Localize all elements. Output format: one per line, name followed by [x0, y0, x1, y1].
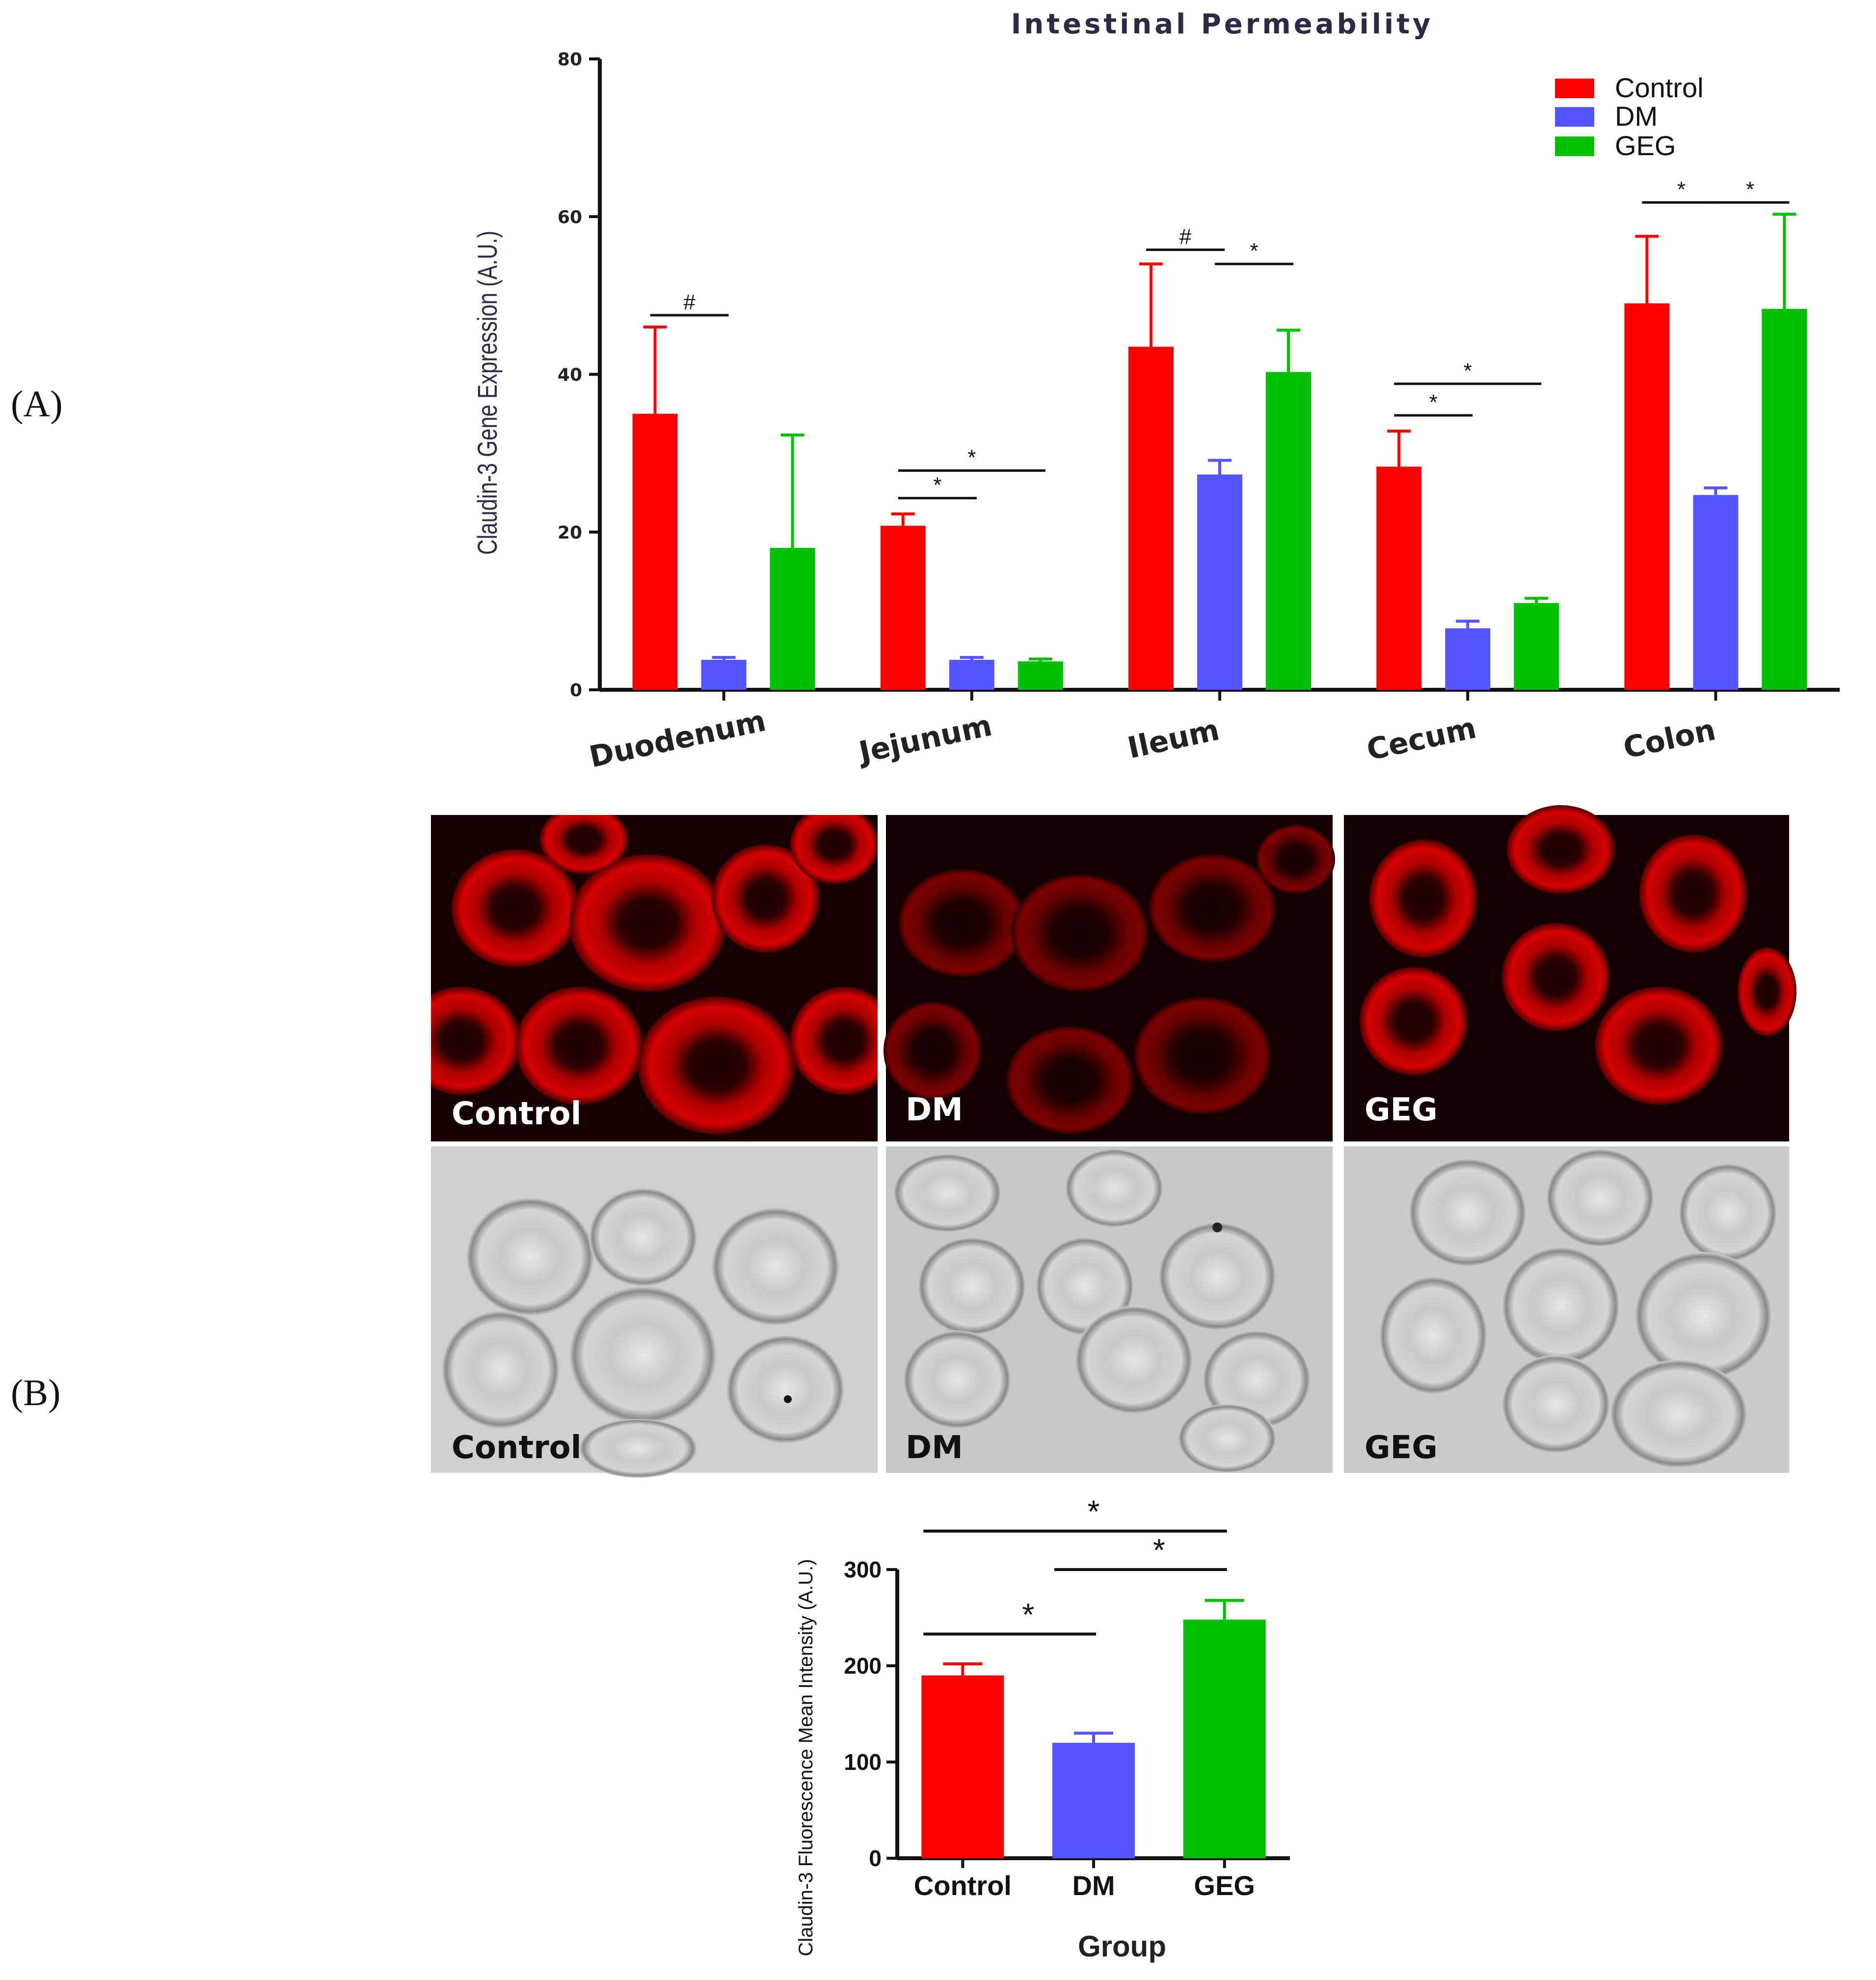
chart-a-y-axis-label: Claudin-3 Gene Expression (A.U.) — [472, 231, 503, 555]
fluorescence-image-geg: GEG — [1344, 805, 1796, 1141]
chart-a-significance-mark: # — [1179, 225, 1192, 249]
chart-a-category-cecum: Cecum — [1364, 711, 1479, 767]
chart-b-y-tick-label: 200 — [844, 1653, 882, 1679]
chart-b-y-tick-label: 100 — [844, 1749, 882, 1775]
chart-a-y-tick-label: 60 — [558, 207, 582, 227]
bar-geg-jejunum — [1018, 661, 1063, 690]
bar-dm-ileum — [1197, 474, 1242, 690]
chart-a-category-labels: Duodenum Jejunum Ileum Cecum Colon — [586, 704, 1718, 774]
chart-a-category-ileum: Ileum — [1125, 713, 1222, 766]
bar-dm-jejunum — [949, 659, 994, 690]
chart-b-significance-mark: * — [1088, 1494, 1100, 1529]
panel-label-a: (A) — [11, 383, 63, 425]
chart-b-y-tick-label: 0 — [869, 1845, 882, 1871]
chart-b-bars — [921, 1599, 1266, 1858]
bar-control-colon — [1624, 303, 1670, 690]
brightfield-image-control: Control — [431, 1146, 878, 1478]
legend-swatch-control — [1555, 79, 1594, 98]
chart-b-bar-geg — [1183, 1619, 1266, 1858]
chart-b-significance-mark: * — [1153, 1532, 1165, 1568]
bar-geg-cecum — [1514, 603, 1559, 690]
legend-label-control: Control — [1615, 72, 1704, 103]
chart-a-y-tick-label: 0 — [570, 680, 582, 701]
bar-dm-duodenum — [701, 659, 747, 690]
bar-control-jejunum — [880, 525, 926, 690]
panel-label-b: (B) — [11, 1372, 60, 1413]
chart-a-bars — [632, 213, 1807, 690]
chart-a-title: Intestinal Permeability — [1011, 8, 1434, 40]
chart-a-category-colon: Colon — [1620, 712, 1718, 765]
fluorescence-label-geg: GEG — [1365, 1092, 1438, 1128]
chart-a-significance-mark: * — [1250, 239, 1258, 263]
chart-a-significance-mark: * — [933, 473, 941, 497]
fluorescence-label-control: Control — [452, 1096, 582, 1132]
bar-control-ileum — [1128, 347, 1174, 690]
chart-a-significance-mark: * — [1677, 177, 1686, 201]
chart-b-y-tick-label: 300 — [844, 1557, 882, 1582]
chart-b-category-labels: Control DM GEG — [914, 1870, 1255, 1901]
chart-b-category-geg: GEG — [1194, 1870, 1255, 1901]
legend-label-dm: DM — [1615, 101, 1658, 132]
chart-b-bar-control — [921, 1675, 1004, 1858]
fluorescence-image-dm: DM — [884, 815, 1335, 1141]
chart-b-y-axis-label: Claudin-3 Fluorescence Mean Intensity (A… — [795, 1559, 817, 1956]
chart-a-y-tick-label: 80 — [558, 50, 582, 70]
chart-a-claudin3-gene-expression: Intestinal Permeability Claudin-3 Gene E… — [472, 8, 1840, 775]
chart-b-fluorescence-intensity: Claudin-3 Fluorescence Mean Intensity (A… — [795, 1494, 1290, 1963]
chart-a-legend: Control DM GEG — [1555, 72, 1704, 161]
chart-a-significance-mark: * — [1746, 177, 1754, 201]
legend-label-geg: GEG — [1615, 130, 1676, 161]
chart-b-significance-mark: * — [1022, 1597, 1034, 1632]
bar-control-duodenum — [632, 413, 678, 690]
chart-b-category-control: Control — [914, 1870, 1012, 1901]
bar-geg-colon — [1762, 309, 1807, 690]
chart-b-bar-dm — [1052, 1742, 1135, 1858]
chart-a-significance-mark: * — [967, 445, 976, 469]
chart-b-category-dm: DM — [1072, 1870, 1115, 1901]
bar-control-cecum — [1376, 466, 1422, 690]
chart-a-y-tick-label: 20 — [558, 523, 582, 543]
chart-a-category-jejunum: Jejunum — [854, 708, 995, 770]
brightfield-label-control: Control — [452, 1430, 582, 1466]
chart-a-y-tick-label: 40 — [558, 365, 582, 385]
chart-a-significance-mark: # — [683, 290, 696, 314]
chart-b-significance-marks: * * * — [923, 1494, 1227, 1636]
chart-a-category-duodenum: Duodenum — [586, 704, 769, 774]
fluorescence-label-dm: DM — [906, 1092, 963, 1128]
brightfield-label-geg: GEG — [1365, 1430, 1438, 1466]
chart-b-x-axis-label: Group — [1078, 1930, 1166, 1963]
legend-swatch-dm — [1555, 107, 1594, 127]
bar-geg-duodenum — [770, 547, 815, 690]
bar-dm-cecum — [1445, 628, 1491, 690]
chart-a-significance-mark: * — [1429, 390, 1438, 414]
bar-geg-ileum — [1266, 372, 1311, 690]
bar-dm-colon — [1693, 495, 1739, 690]
brightfield-image-dm: DM — [886, 1146, 1333, 1473]
micrograph-grid: Control DM GEG — [431, 805, 1796, 1478]
brightfield-label-dm: DM — [906, 1430, 963, 1466]
chart-a-significance-marks: # * * # * * * * * — [650, 177, 1790, 500]
chart-a-significance-mark: * — [1464, 359, 1472, 383]
legend-swatch-geg — [1555, 136, 1594, 156]
fluorescence-image-control: Control — [431, 815, 878, 1141]
brightfield-image-geg: GEG — [1344, 1146, 1789, 1473]
